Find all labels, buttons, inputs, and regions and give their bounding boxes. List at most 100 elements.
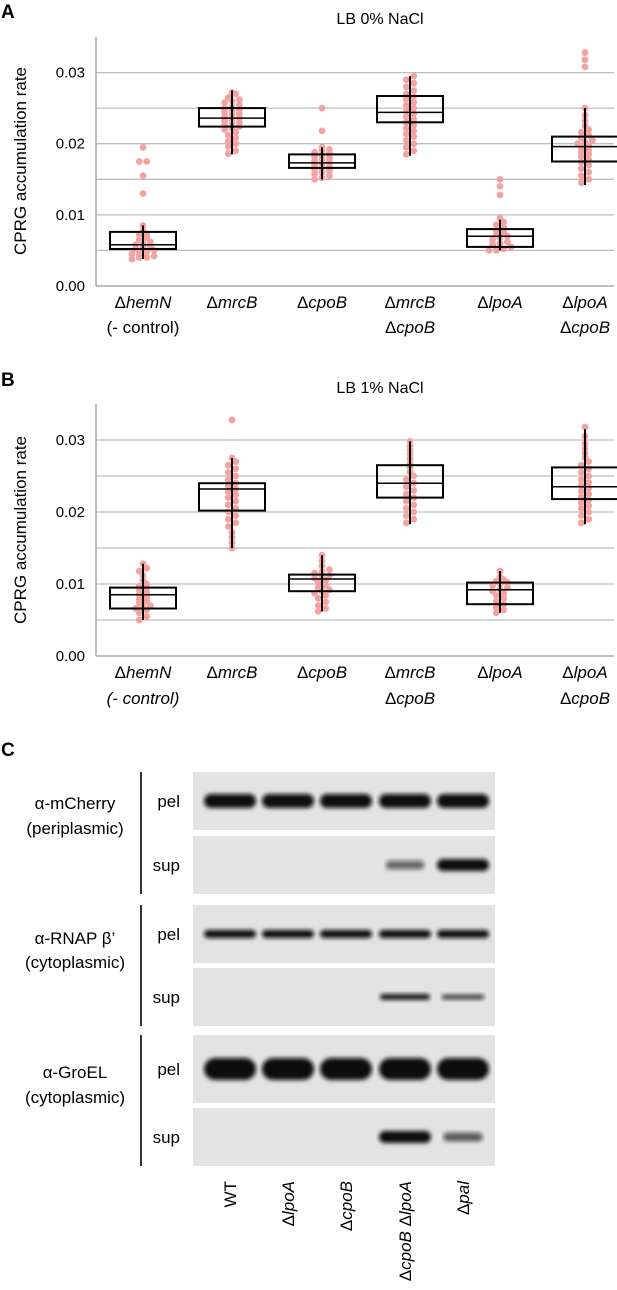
data-point xyxy=(581,63,589,71)
data-point xyxy=(402,124,410,132)
data-point xyxy=(492,247,500,254)
fraction-label: pel xyxy=(157,792,180,811)
data-point xyxy=(232,491,240,499)
data-point xyxy=(224,494,232,501)
data-point xyxy=(585,515,593,523)
data-point xyxy=(585,472,593,480)
data-point xyxy=(318,104,326,112)
data-point xyxy=(492,597,500,605)
series-5-group xyxy=(551,423,617,527)
data-point xyxy=(402,497,410,505)
blot-lane-labels: WT ΔlpoA ΔcpoB ΔcpoB ΔlpoA Δpal xyxy=(221,1180,473,1281)
data-point xyxy=(314,608,322,615)
data-point xyxy=(492,221,500,229)
category-label-line2: ΔcpoB xyxy=(385,318,435,337)
data-point xyxy=(402,490,410,498)
blot-band xyxy=(379,1131,431,1143)
fraction-label: pel xyxy=(157,1060,180,1079)
antibody-label: α-GroEL xyxy=(43,1063,108,1082)
data-point xyxy=(504,238,511,246)
data-point xyxy=(402,96,410,103)
data-point xyxy=(577,179,585,187)
data-point xyxy=(232,472,240,480)
blot-band xyxy=(320,1058,372,1080)
blot-group-1: α-RNAP β’ (cytoplasmic) pel sup xyxy=(25,905,495,1026)
data-point xyxy=(585,508,593,516)
data-point xyxy=(410,116,418,123)
data-point xyxy=(577,487,585,495)
series-0-group xyxy=(109,143,177,263)
data-point xyxy=(224,131,232,139)
data-point xyxy=(585,168,593,176)
data-point xyxy=(402,476,410,483)
box xyxy=(288,153,356,169)
blot-band xyxy=(441,994,485,1000)
blot-band xyxy=(443,1132,483,1142)
data-point xyxy=(322,598,330,606)
lane-label: Δpal xyxy=(454,1180,473,1215)
series-1-group xyxy=(198,89,266,158)
data-point xyxy=(224,137,232,145)
series-4-group xyxy=(466,567,534,617)
data-point xyxy=(577,128,585,136)
data-point xyxy=(402,151,410,158)
category-label: ΔlpoA xyxy=(477,293,522,312)
data-point xyxy=(496,175,504,183)
data-point xyxy=(135,616,143,624)
data-point xyxy=(581,423,589,431)
data-point xyxy=(314,584,322,591)
data-point xyxy=(500,229,508,237)
fraction-label: sup xyxy=(153,856,180,875)
blot-band xyxy=(437,1058,489,1080)
data-point xyxy=(311,574,318,582)
data-point xyxy=(322,605,330,612)
box xyxy=(551,135,617,163)
blot-band xyxy=(262,930,314,938)
category-label-line2: (- control) xyxy=(107,689,180,708)
box xyxy=(376,95,444,124)
panel-b-x-categories: ΔhemN (- control) ΔmrcB ΔcpoB ΔmrcB ΔcpoB Δlpo… xyxy=(107,663,610,708)
data-point xyxy=(150,252,158,260)
y-tick-label: 0.01 xyxy=(56,207,85,224)
data-point xyxy=(500,606,508,614)
data-point xyxy=(314,602,322,609)
antibody-label: α-RNAP β’ xyxy=(35,929,116,948)
data-point xyxy=(581,56,589,64)
data-point xyxy=(577,469,585,476)
data-point xyxy=(224,150,232,158)
data-point xyxy=(577,482,585,489)
blot-band xyxy=(320,794,372,808)
data-point xyxy=(224,469,232,476)
category-label-line2: ΔcpoB xyxy=(560,318,610,337)
data-point xyxy=(232,497,240,505)
y-tick-label: 0.01 xyxy=(56,576,85,593)
data-point xyxy=(402,113,410,121)
lane-label: WT xyxy=(221,1181,240,1207)
data-point xyxy=(410,121,418,129)
data-point xyxy=(410,72,418,80)
data-point xyxy=(232,465,240,473)
category-label: ΔcpoB xyxy=(297,663,347,682)
data-point xyxy=(128,250,136,258)
data-point xyxy=(224,461,232,469)
data-point xyxy=(410,501,418,509)
data-point xyxy=(496,215,504,222)
data-point xyxy=(402,136,410,144)
data-point xyxy=(500,595,508,602)
data-point xyxy=(585,479,593,486)
data-point xyxy=(143,254,151,261)
data-point xyxy=(585,502,593,509)
category-label: ΔlpoA xyxy=(562,293,607,312)
data-point xyxy=(402,143,410,151)
panel-c-western-blot: C α-mCherry (periplasmic) pel sup α-RNAP β’ (… xyxy=(1,740,495,1281)
data-point xyxy=(410,104,418,112)
data-point xyxy=(577,512,585,519)
data-point xyxy=(410,133,418,141)
box xyxy=(551,466,617,501)
data-point xyxy=(577,519,585,527)
data-point xyxy=(135,567,143,575)
box xyxy=(466,228,534,248)
series-3-group xyxy=(376,72,444,158)
data-point xyxy=(410,140,418,148)
